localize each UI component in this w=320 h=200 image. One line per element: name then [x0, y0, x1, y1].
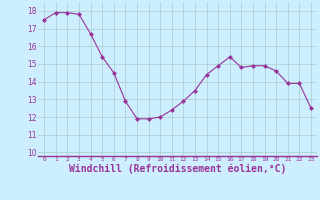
X-axis label: Windchill (Refroidissement éolien,°C): Windchill (Refroidissement éolien,°C): [69, 164, 286, 174]
